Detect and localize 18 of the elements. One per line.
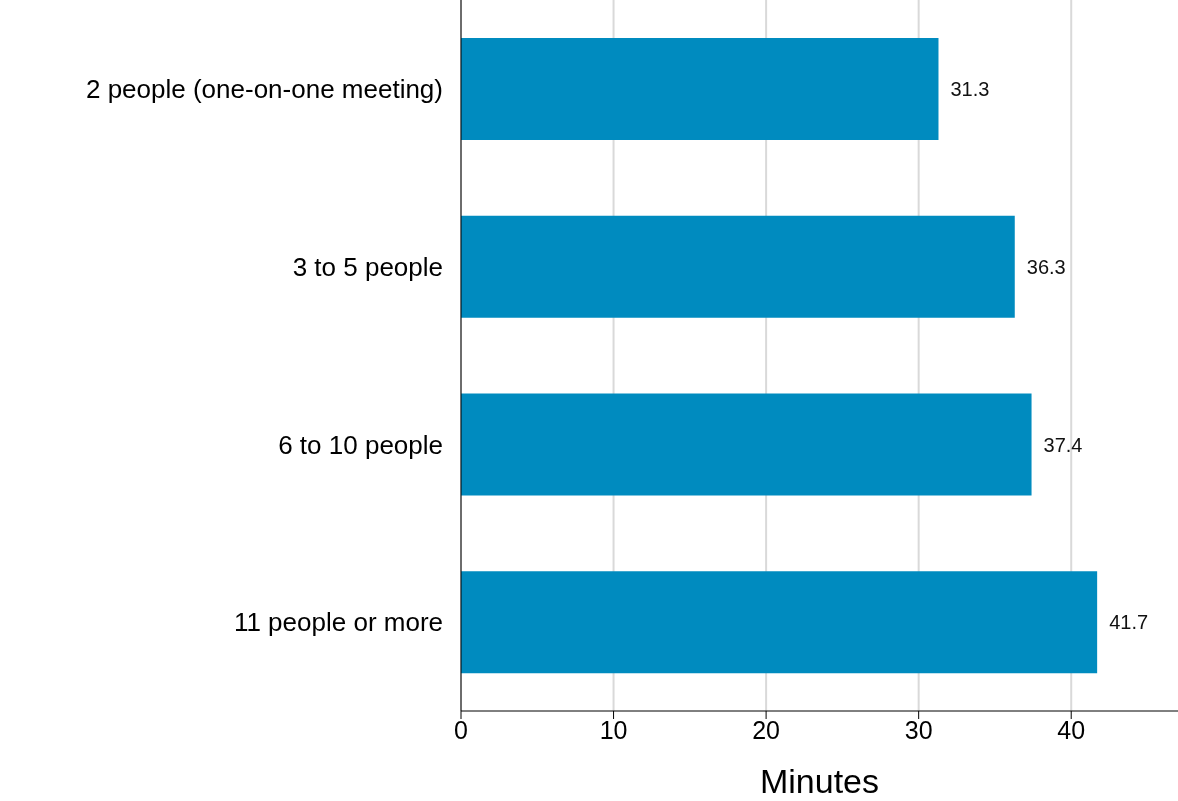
data-label: 41.7	[1109, 611, 1149, 634]
x-tick-label: 20	[752, 715, 781, 744]
data-label: 36.3	[1026, 255, 1066, 278]
x-tick-label: 0	[454, 715, 468, 744]
bar	[461, 215, 1015, 318]
x-axis-title: Minutes	[759, 762, 880, 800]
y-tick-label: 3 to 5 people	[292, 251, 443, 282]
data-label: 37.4	[1043, 433, 1083, 456]
bar	[461, 393, 1032, 496]
x-tick-label: 40	[1057, 715, 1086, 744]
y-tick-label: 2 people (one-on-one meeting)	[85, 74, 443, 105]
x-tick-label: 10	[599, 715, 628, 744]
data-label: 31.3	[950, 78, 990, 101]
bar	[461, 571, 1098, 674]
bar	[461, 38, 939, 140]
y-tick-label: 6 to 10 people	[278, 429, 443, 460]
y-tick-label: 11 people or more	[233, 607, 443, 638]
x-tick-label: 30	[904, 715, 933, 744]
